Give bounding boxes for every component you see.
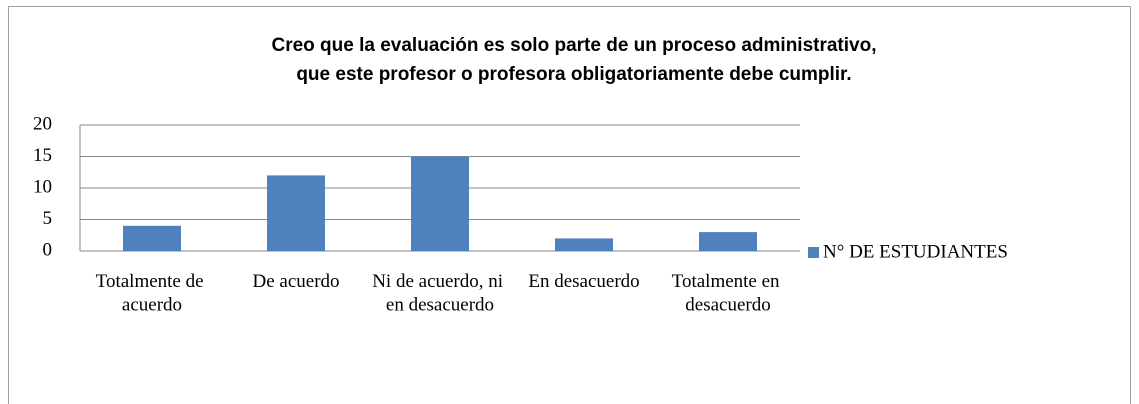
y-tick-label: 15 (33, 145, 52, 166)
x-tick-label: Ni de acuerdo, ni en desacuerdo (372, 271, 508, 316)
x-tick-label: Totalmente en desacuerdo (672, 271, 785, 316)
chart-title: Creo que la evaluación es solo parte de … (271, 35, 876, 85)
x-tick-label: Totalmente de acuerdo (96, 271, 209, 316)
x-tick-label: De acuerdo (252, 271, 339, 292)
bar (555, 238, 613, 251)
bar (411, 156, 469, 251)
x-tick-label: En desacuerdo (528, 271, 639, 292)
chart-frame (8, 6, 1131, 404)
legend-label: N° DE ESTUDIANTES (823, 241, 1008, 262)
bar (699, 232, 757, 251)
legend-swatch (808, 247, 819, 258)
y-tick-label: 0 (43, 239, 53, 260)
y-tick-label: 5 (43, 208, 53, 229)
bar (123, 225, 181, 251)
bar (267, 175, 325, 251)
y-tick-label: 20 (33, 113, 52, 134)
y-tick-label: 10 (33, 176, 52, 197)
